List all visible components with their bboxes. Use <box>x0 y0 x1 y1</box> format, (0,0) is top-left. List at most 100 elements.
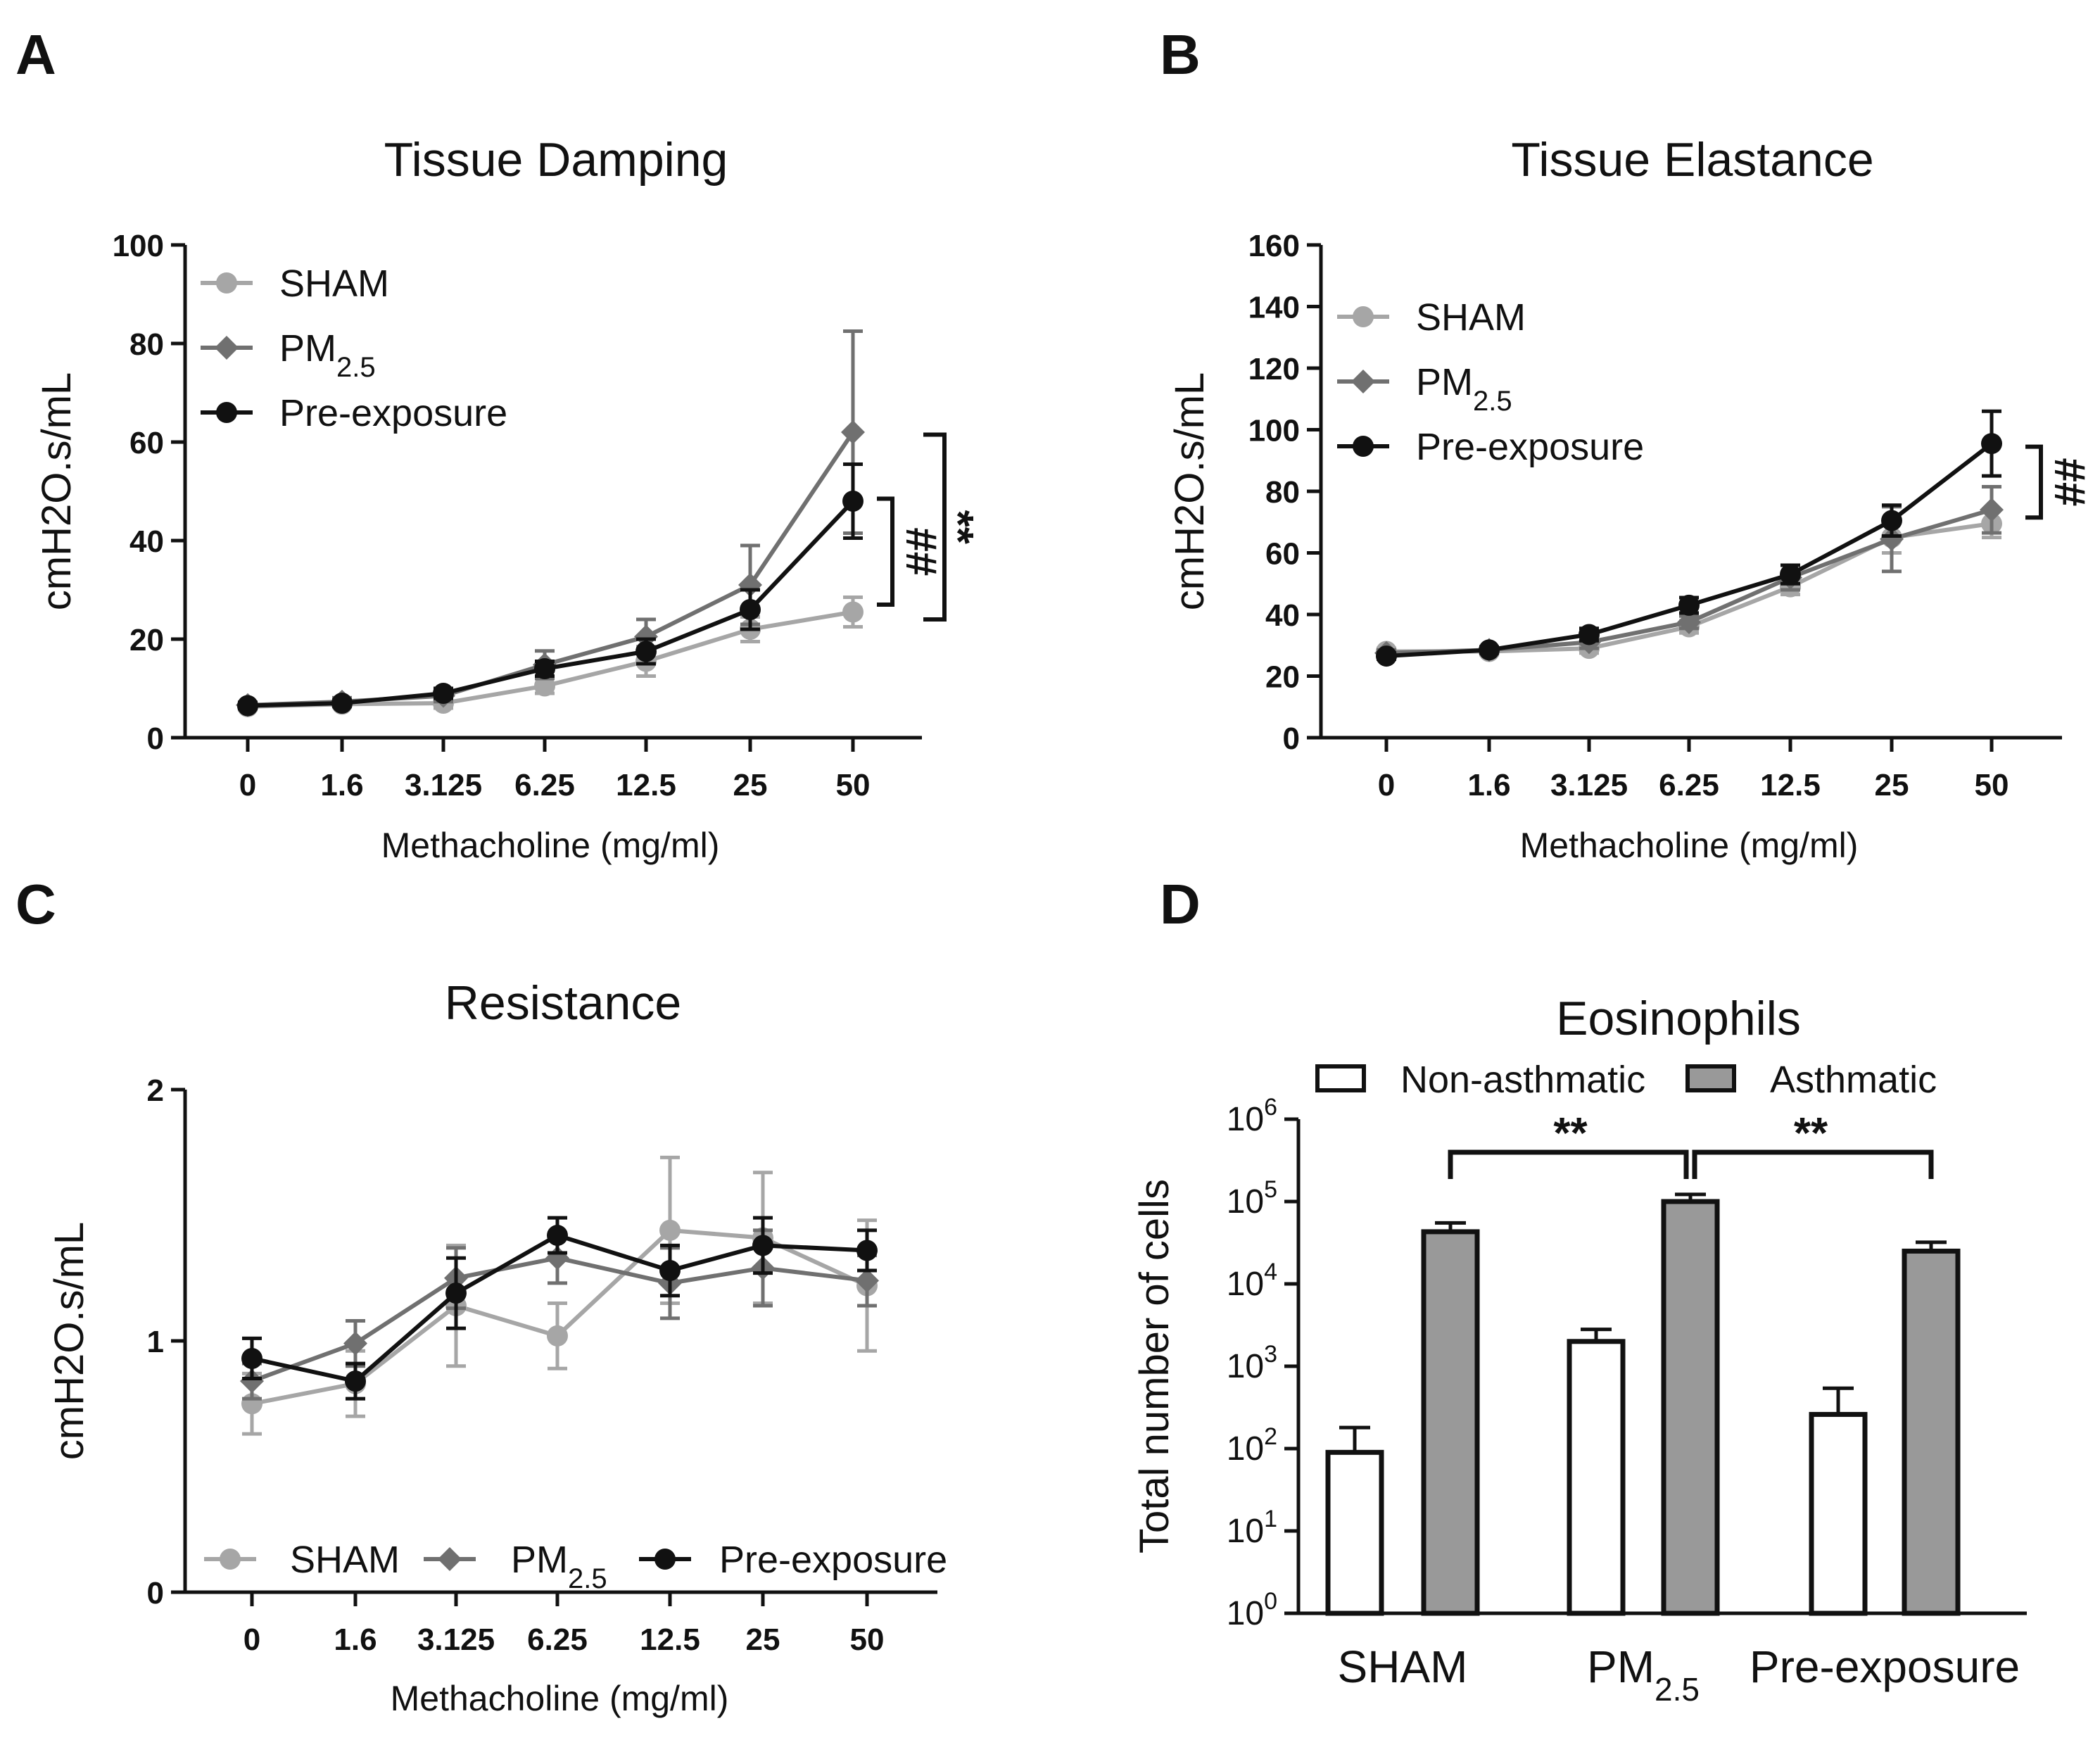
chart-resistance: Resistance cmH2O.s/mL Methacholine (mg/ml)… <box>46 976 947 1718</box>
data-point <box>1780 564 1801 586</box>
y-tick-label: 2 <box>147 1073 164 1108</box>
legend: SHAM PM2.5 Pre-exposure <box>201 263 507 434</box>
x-tick-label: 3.125 <box>1550 768 1628 802</box>
legend-marker <box>216 272 237 294</box>
significance-label: ** <box>1794 1109 1828 1158</box>
y-tick-label: 160 <box>1248 229 1300 263</box>
x-tick-label: 3.125 <box>405 768 482 802</box>
x-tick-label: 1.6 <box>334 1622 377 1657</box>
significance-label: ## <box>897 527 945 576</box>
series-pm2-5 <box>1374 484 2004 665</box>
data-point <box>659 1219 681 1241</box>
data-point <box>241 1347 262 1369</box>
legend-marker <box>220 1549 241 1570</box>
y-tick-label: 140 <box>1248 291 1300 325</box>
significance-bracket <box>877 496 894 607</box>
significance-label: ** <box>933 510 982 545</box>
data-point <box>1678 594 1700 616</box>
data-point <box>635 641 657 662</box>
y-tick-label: 104 <box>1227 1259 1277 1303</box>
data-point <box>841 420 865 444</box>
panel-letter-a: A <box>15 23 56 86</box>
y-tick-label: 0 <box>147 721 164 756</box>
y-tick-label: 40 <box>1265 598 1300 633</box>
x-axis-title: Methacholine (mg/ml) <box>1520 826 1859 865</box>
series-sham <box>237 595 864 717</box>
legend-marker <box>438 1547 462 1571</box>
chart-title: Tissue Elastance <box>1511 133 1873 187</box>
bar <box>1902 1248 1961 1616</box>
series-sham <box>241 1155 878 1436</box>
bar <box>1325 1449 1384 1616</box>
data-point <box>1479 639 1500 661</box>
y-axis-title: Total number of cells <box>1132 1179 1177 1553</box>
y-tick-label: 80 <box>129 327 164 362</box>
panel-letter-b: B <box>1160 23 1201 86</box>
data-point <box>1677 610 1701 634</box>
x-tick-label: 1.6 <box>320 768 363 802</box>
legend-label-sham: SHAM <box>1416 296 1526 339</box>
y-tick-label: 1 <box>147 1325 164 1359</box>
data-point <box>534 675 555 697</box>
series-pre-exposure <box>241 1216 878 1401</box>
chart-eosinophils: Eosinophils Total number of cells Non-asth… <box>1132 992 2027 1708</box>
chart-title: Resistance <box>445 976 681 1030</box>
data-point <box>842 491 864 512</box>
data-point <box>445 1282 467 1304</box>
data-point <box>1881 510 1902 531</box>
series-asthmatic <box>1421 1192 1961 1616</box>
x-tick-label: 12.5 <box>616 768 676 802</box>
data-point <box>855 1268 879 1293</box>
x-tick-label: 12.5 <box>1760 768 1821 802</box>
y-tick-label: 0 <box>1283 721 1300 756</box>
legend-label-pm2-5: PM2.5 <box>1416 361 1512 417</box>
x-tick-label: 0 <box>243 1622 260 1657</box>
data-point <box>240 1369 264 1394</box>
y-tick-label: 100 <box>1248 414 1300 448</box>
y-tick-label: 60 <box>129 426 164 460</box>
data-point <box>659 1260 681 1282</box>
series-pm2-5 <box>236 329 865 717</box>
data-point <box>343 1331 367 1356</box>
data-point <box>856 1240 878 1261</box>
data-point <box>345 1370 366 1392</box>
x-tick-label: 0 <box>1378 768 1395 802</box>
legend-label-sham: SHAM <box>279 263 389 305</box>
legend-label-non-asthmatic: Non-asthmatic <box>1400 1059 1645 1101</box>
series-line-pm2-5 <box>251 1256 868 1383</box>
x-tick-label: 25 <box>1875 768 1909 802</box>
y-tick-label: 120 <box>1248 352 1300 386</box>
data-point <box>752 1235 773 1256</box>
data-point <box>634 624 658 649</box>
significance-bracket <box>923 432 947 622</box>
x-tick-label: 1.6 <box>1467 768 1510 802</box>
legend-label-pm2-5: PM2.5 <box>279 327 376 383</box>
y-tick-label: 100 <box>113 229 164 263</box>
panel-letter-c: C <box>15 873 56 935</box>
data-point <box>1880 527 1904 551</box>
data-point <box>547 1225 568 1247</box>
legend-label-asthmatic: Asthmatic <box>1770 1059 1937 1101</box>
data-point <box>534 658 555 679</box>
x-tick-label: 25 <box>746 1622 780 1657</box>
legend-label-sham: SHAM <box>290 1539 400 1581</box>
y-tick-label: 101 <box>1227 1506 1277 1550</box>
legend-label-pm2-5: PM2.5 <box>511 1539 607 1594</box>
chart-title: Tissue Damping <box>384 133 728 187</box>
significance-label: ## <box>2045 458 2094 506</box>
legend-marker <box>216 402 237 423</box>
data-point <box>740 599 761 620</box>
data-point <box>1376 645 1397 667</box>
x-tick-label: 6.25 <box>514 768 575 802</box>
legend-marker <box>215 336 239 360</box>
data-point <box>1981 433 2002 455</box>
x-tick-label: 50 <box>850 1622 885 1657</box>
legend: Non-asthmatic Asthmatic <box>1315 1059 1937 1101</box>
legend-marker <box>1353 306 1374 327</box>
y-tick-label: 102 <box>1227 1423 1277 1468</box>
legend: SHAM PM2.5 Pre-exposure <box>204 1539 947 1594</box>
data-point <box>237 695 258 717</box>
significance-bracket <box>1448 1149 1689 1179</box>
legend-label-pre-exposure: Pre-exposure <box>279 392 507 434</box>
category-label-pm: PM2.5 <box>1587 1641 1700 1708</box>
